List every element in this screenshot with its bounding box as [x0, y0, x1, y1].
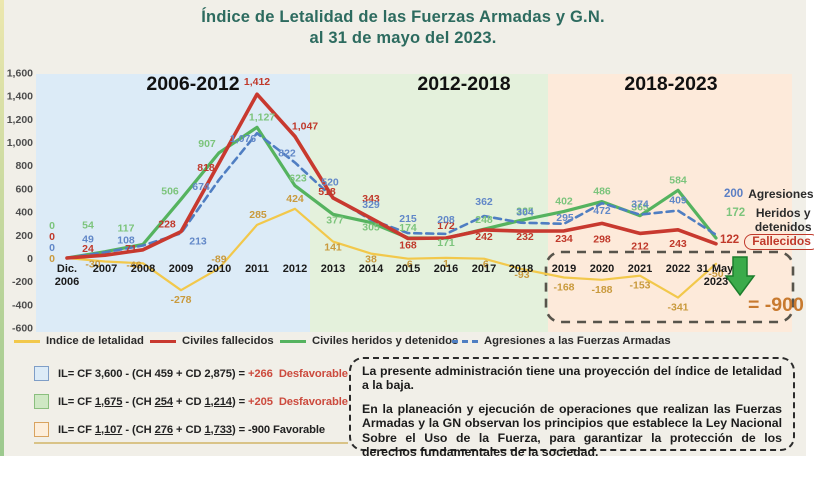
legend-label-heridos: Civiles heridos y detenidos — [312, 335, 459, 347]
legend-swatch-agresiones — [452, 339, 478, 343]
formula-row-2: IL= CF 1,675 - (CH 254 + CD 1,214) = +20… — [34, 393, 348, 410]
formula-color-box-orange — [34, 422, 49, 437]
formula-segment: IL= CF — [58, 395, 95, 408]
note-paragraph-2: En la planeación y ejecución de operacio… — [362, 401, 782, 459]
legend-item-agresiones: Agresiones a las Fuerzas Armadas — [452, 335, 671, 347]
annotation-agresiones-value: 200 — [724, 188, 744, 200]
annotation-agresiones-label: Agresiones — [748, 187, 814, 201]
formula-color-box-blue — [34, 366, 49, 381]
page-title-line2: al 31 de mayo del 2023. — [309, 29, 497, 48]
annotation-heridos-label: Heridos y detenidos — [754, 206, 812, 234]
formula-row-1: IL= CF 3,600 - (CH 459 + CD 2,875) = +26… — [34, 365, 348, 382]
annotation-heridos: 172 Heridos y detenidos — [726, 206, 814, 235]
formula-segment: 1,675 — [94, 395, 123, 408]
formula-segment: 1,214 — [204, 395, 232, 408]
legend-item-fallecidos: Civiles fallecidos — [150, 335, 274, 347]
lethality-formulas: IL= CF 3,600 - (CH 459 + CD 2,875) = +26… — [34, 365, 348, 455]
formula-text-1: IL= CF 3,600 - (CH 459 + CD 2,875) = +26… — [58, 368, 348, 380]
annotation-fallecidos-value: 122 — [720, 234, 740, 246]
annotation-agresiones: 200 Agresiones — [724, 187, 814, 202]
legend-item-indice: Indice de letalidad — [14, 335, 144, 347]
legend-swatch-heridos — [280, 339, 306, 343]
annotation-fallecidos-badge: Fallecidos — [744, 234, 814, 250]
formula-segment: 1,733 — [204, 423, 232, 436]
formula-row-3: IL= CF 1,107 - (CH 276 + CD 1,733) = -90… — [34, 421, 348, 444]
formula-segment: + CD — [173, 423, 205, 436]
formula-segment: +205 Desfavorable — [248, 395, 348, 408]
formula-segment: - (CH — [122, 395, 155, 408]
formula-segment: IL= CF — [58, 423, 95, 436]
page-title: Índice de Letalidad de las Fuerzas Armad… — [0, 7, 806, 50]
formula-text-2: IL= CF 1,675 - (CH 254 + CD 1,214) = +20… — [58, 396, 348, 408]
legend-label-indice: Indice de letalidad — [46, 335, 144, 347]
note-box: La presente administración tiene una pro… — [349, 357, 795, 459]
legend-swatch-indice — [14, 339, 40, 343]
formula-color-box-green — [34, 394, 49, 409]
formula-segment: - (CH — [122, 423, 155, 436]
page-title-line1: Índice de Letalidad de las Fuerzas Armad… — [201, 8, 605, 26]
legend-item-heridos: Civiles heridos y detenidos — [280, 335, 458, 347]
formula-segment: + CD — [173, 395, 205, 408]
formula-segment: 276 — [154, 423, 174, 436]
annotation-heridos-value: 172 — [726, 207, 746, 219]
formula-segment: ) = — [231, 395, 249, 408]
formula-segment: ) = -900 Favorable — [231, 423, 325, 436]
formula-segment: 254 — [154, 395, 174, 408]
formula-text-3: IL= CF 1,107 - (CH 276 + CD 1,733) = -90… — [58, 424, 325, 436]
formula-segment: IL= CF 3,600 - (CH 459 + CD 2,875) = — [58, 367, 248, 380]
note-paragraph-1: La presente administración tiene una pro… — [362, 364, 782, 393]
annotation-fallecidos: 122 Fallecidos — [720, 234, 814, 250]
legend-label-agresiones: Agresiones a las Fuerzas Armadas — [484, 335, 671, 347]
legend-label-fallecidos: Civiles fallecidos — [182, 335, 274, 347]
formula-segment: 1,107 — [94, 423, 123, 436]
legend-swatch-fallecidos — [150, 339, 176, 343]
slide-edge-decoration — [0, 0, 4, 456]
formula-segment: +266 Desfavorable — [248, 367, 348, 380]
